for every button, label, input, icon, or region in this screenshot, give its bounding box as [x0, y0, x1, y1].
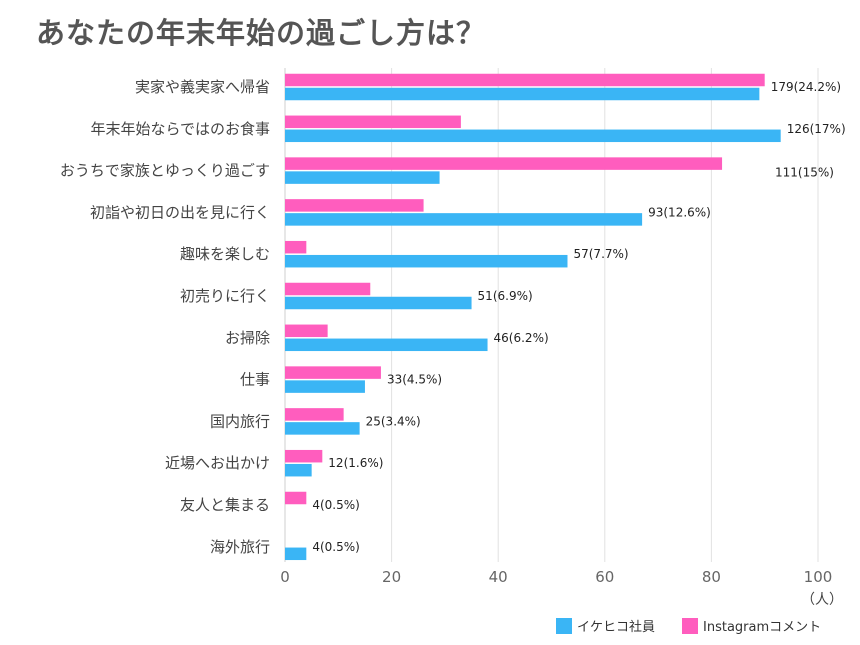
bar-ikehiko: [285, 296, 472, 310]
category-label: 初売りに行く: [180, 287, 270, 305]
data-label: 179(24.2%): [771, 80, 841, 94]
x-tick-label: 0: [280, 568, 290, 586]
category-label: 近場へお出かけ: [165, 454, 270, 472]
bar-instagram: [285, 240, 307, 254]
category-label: 実家や義実家へ帰省: [135, 78, 270, 96]
data-label: 57(7.7%): [573, 247, 628, 261]
data-label: 51(6.9%): [478, 289, 533, 303]
x-tick-label: 60: [595, 568, 614, 586]
bar-instagram: [285, 282, 371, 296]
data-label: 25(3.4%): [366, 414, 421, 428]
bar-instagram: [285, 73, 765, 87]
bar-ikehiko: [285, 254, 568, 268]
bar-ikehiko: [285, 463, 312, 477]
legend-swatch: [682, 618, 698, 634]
x-tick-label: 80: [702, 568, 721, 586]
bar-instagram: [285, 408, 344, 421]
bar-ikehiko: [285, 338, 488, 352]
data-label: 12(1.6%): [328, 456, 383, 470]
legend-swatch: [556, 618, 572, 634]
x-axis-unit-label: （人）: [801, 592, 843, 608]
category-label: 仕事: [240, 371, 270, 389]
category-label: 趣味を楽しむ: [180, 245, 270, 263]
bar-ikehiko: [285, 213, 643, 226]
data-label: 126(17%): [787, 122, 846, 136]
bar-instagram: [285, 157, 723, 170]
category-label: おうちで家族とゆっくり過ごす: [60, 162, 270, 180]
category-label: 年末年始ならではのお食事: [90, 120, 270, 138]
bar-ikehiko: [285, 547, 307, 561]
bar-ikehiko: [285, 422, 360, 435]
bar-instagram: [285, 115, 461, 129]
bar-instagram: [285, 199, 424, 212]
bar-instagram: [285, 491, 307, 505]
bar-instagram: [285, 366, 381, 379]
data-label: 4(0.5%): [312, 540, 359, 554]
category-label: 海外旅行: [210, 538, 270, 556]
data-label: 93(12.6%): [648, 205, 711, 219]
bar-instagram: [285, 449, 323, 463]
x-tick-label: 40: [489, 568, 508, 586]
bar-ikehiko: [285, 171, 440, 184]
data-label: 4(0.5%): [312, 498, 359, 512]
bar-instagram: [285, 324, 328, 338]
x-tick-label: 20: [382, 568, 401, 586]
category-label: 初詣や初日の出を見に行く: [90, 203, 270, 221]
category-label: 友人と集まる: [180, 496, 270, 514]
legend-label: イケヒコ社員: [577, 619, 655, 635]
bar-ikehiko: [285, 87, 760, 101]
bar-ikehiko: [285, 129, 781, 143]
data-label: 33(4.5%): [387, 373, 442, 387]
legend-label: Instagramコメント: [703, 620, 821, 635]
x-tick-label: 100: [804, 568, 833, 586]
bar-ikehiko: [285, 380, 365, 393]
data-label: 111(15%): [775, 166, 834, 180]
chart-title: あなたの年末年始の過ごし方は？: [36, 16, 487, 50]
data-label: 46(6.2%): [494, 331, 549, 345]
category-label: 国内旅行: [210, 412, 270, 430]
category-label: お掃除: [225, 329, 270, 347]
